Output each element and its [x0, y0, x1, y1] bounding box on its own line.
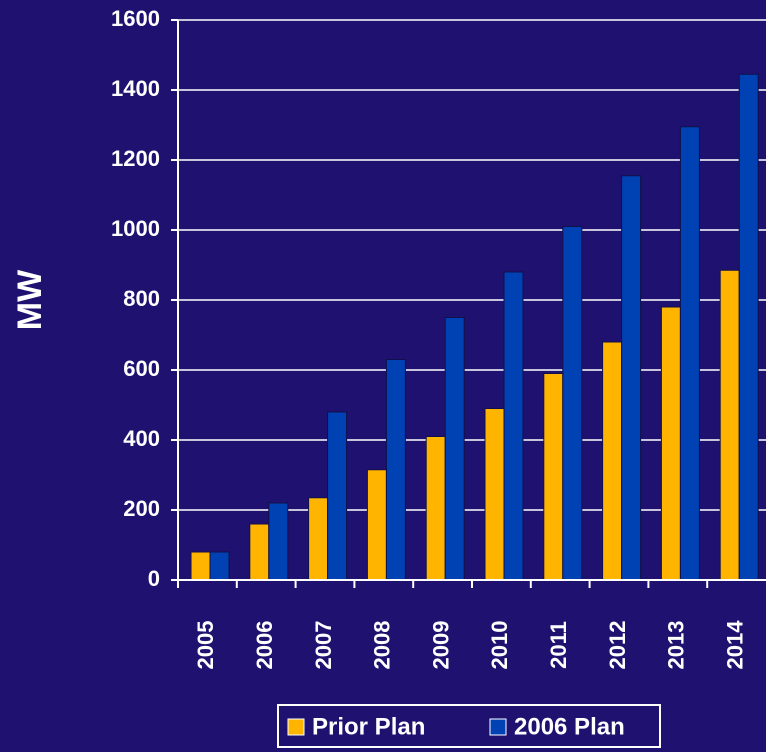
- bar: [660, 306, 681, 581]
- x-tick-label: 2012: [605, 621, 630, 670]
- y-tick-label: 0: [148, 566, 160, 591]
- legend: [277, 704, 661, 748]
- x-tick-label: 2007: [311, 621, 336, 670]
- x-tick-label: 2005: [193, 621, 218, 670]
- bar: [249, 523, 270, 581]
- bar: [308, 497, 329, 581]
- y-tick-label: 1200: [111, 146, 160, 171]
- bar: [425, 436, 446, 581]
- y-tick-label: 1000: [111, 216, 160, 241]
- bar: [562, 226, 583, 581]
- bar: [621, 175, 642, 581]
- legend-label: 2006 Plan: [514, 713, 625, 740]
- bar: [209, 551, 230, 581]
- bar: [679, 126, 700, 581]
- bar: [268, 502, 289, 581]
- bar: [366, 469, 387, 581]
- bar: [602, 341, 623, 581]
- y-axis-label: MW: [11, 269, 49, 330]
- x-tick-label: 2011: [546, 621, 571, 669]
- bar: [543, 373, 564, 581]
- y-tick-label: 1600: [111, 6, 160, 31]
- legend-swatch: [489, 718, 507, 736]
- legend-swatch: [287, 718, 305, 736]
- bar: [327, 411, 348, 581]
- bar: [738, 73, 759, 581]
- bar: [503, 271, 524, 581]
- y-tick-label: 800: [123, 286, 160, 311]
- legend-label: Prior Plan: [312, 713, 425, 740]
- x-tick-label: 2014: [722, 620, 747, 670]
- bar: [385, 359, 406, 581]
- y-tick-label: 400: [123, 426, 160, 451]
- x-tick-label: 2010: [487, 621, 512, 670]
- x-tick-label: 2009: [428, 621, 453, 670]
- x-tick-label: 2013: [664, 621, 689, 670]
- x-tick-label: 2008: [370, 621, 395, 670]
- bar: [719, 269, 740, 581]
- bar: [190, 551, 211, 581]
- y-tick-label: 600: [123, 356, 160, 381]
- y-tick-label: 1400: [111, 76, 160, 101]
- bar: [484, 408, 505, 581]
- y-tick-label: 200: [123, 496, 160, 521]
- x-tick-label: 2006: [252, 621, 277, 670]
- bar: [444, 317, 465, 581]
